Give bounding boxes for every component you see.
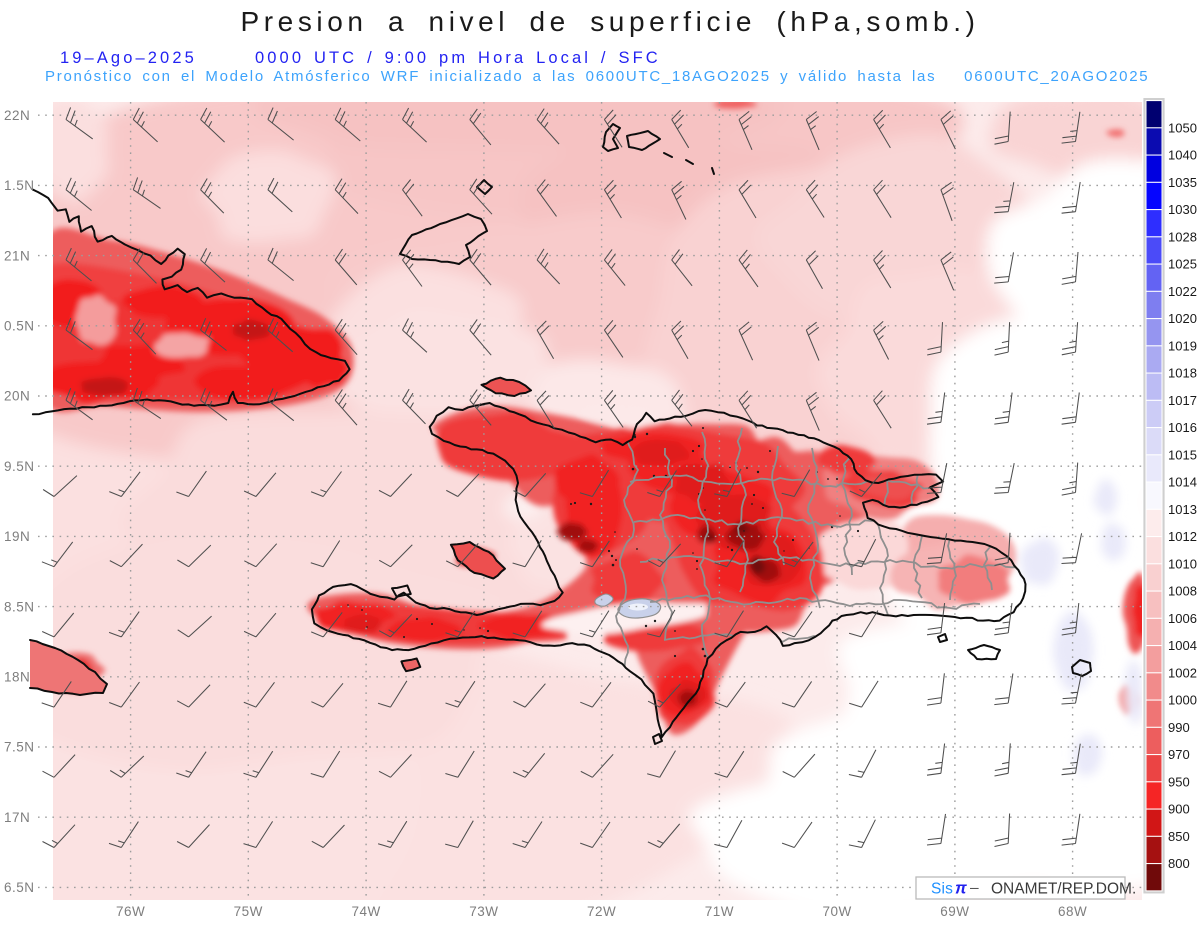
svg-text:970: 970 (1168, 747, 1190, 762)
svg-text:1028: 1028 (1168, 229, 1197, 244)
svg-text:1035: 1035 (1168, 175, 1197, 190)
svg-text:74W: 74W (351, 904, 380, 919)
svg-text:1002: 1002 (1168, 665, 1197, 680)
svg-text:1015: 1015 (1168, 447, 1197, 462)
svg-text:72W: 72W (587, 904, 616, 919)
svg-text:1022: 1022 (1168, 284, 1197, 299)
svg-text:ONAMET/REP.DOM.: ONAMET/REP.DOM. (991, 881, 1136, 898)
svg-text:1018: 1018 (1168, 366, 1197, 381)
svg-text:π: π (955, 880, 967, 898)
svg-text:1017: 1017 (1168, 393, 1197, 408)
svg-text:18N: 18N (4, 670, 30, 685)
svg-text:0000 UTC / 9:00 pm Hora Local: 0000 UTC / 9:00 pm Hora Local / SFC (255, 49, 661, 67)
svg-text:76W: 76W (116, 904, 145, 919)
svg-text:1012: 1012 (1168, 529, 1197, 544)
svg-text:1000: 1000 (1168, 693, 1197, 708)
svg-text:1004: 1004 (1168, 638, 1197, 653)
svg-text:19–Ago–2025: 19–Ago–2025 (60, 49, 197, 67)
svg-text:1006: 1006 (1168, 611, 1197, 626)
svg-text:7.5N: 7.5N (4, 740, 35, 755)
svg-text:8.5N: 8.5N (4, 599, 35, 614)
svg-text:Presion a nivel de superficie: Presion a nivel de superficie (hPa,somb.… (240, 6, 979, 37)
svg-text:0.5N: 0.5N (4, 319, 35, 334)
svg-text:990: 990 (1168, 720, 1190, 735)
svg-text:1019: 1019 (1168, 338, 1197, 353)
svg-text:21N: 21N (4, 248, 30, 263)
svg-text:1.5N: 1.5N (4, 178, 35, 193)
svg-text:68W: 68W (1058, 904, 1087, 919)
svg-text:6.5N: 6.5N (4, 880, 35, 895)
svg-text:1014: 1014 (1168, 475, 1197, 490)
svg-text:9.5N: 9.5N (4, 459, 35, 474)
svg-text:19N: 19N (4, 529, 30, 544)
svg-text:900: 900 (1168, 802, 1190, 817)
svg-text:1040: 1040 (1168, 148, 1197, 163)
svg-text:Sis: Sis (931, 881, 953, 898)
svg-text:800: 800 (1168, 856, 1190, 871)
svg-text:75W: 75W (234, 904, 263, 919)
svg-text:17N: 17N (4, 810, 30, 825)
svg-text:71W: 71W (705, 904, 734, 919)
svg-text:950: 950 (1168, 774, 1190, 789)
svg-text:1013: 1013 (1168, 502, 1197, 517)
svg-text:1008: 1008 (1168, 584, 1197, 599)
svg-text:1010: 1010 (1168, 556, 1197, 571)
svg-text:22N: 22N (4, 108, 30, 123)
svg-text:20N: 20N (4, 389, 30, 404)
svg-text:1025: 1025 (1168, 257, 1197, 272)
svg-text:69W: 69W (940, 904, 969, 919)
svg-text:1020: 1020 (1168, 311, 1197, 326)
svg-text:73W: 73W (469, 904, 498, 919)
svg-text:70W: 70W (822, 904, 851, 919)
svg-text:–: – (970, 880, 979, 897)
svg-text:850: 850 (1168, 829, 1190, 844)
svg-text:1050: 1050 (1168, 120, 1197, 135)
svg-text:Pronóstico con el Modelo Atmós: Pronóstico con el Modelo Atmósferico WRF… (45, 68, 1149, 85)
svg-text:1030: 1030 (1168, 202, 1197, 217)
svg-text:1016: 1016 (1168, 420, 1197, 435)
